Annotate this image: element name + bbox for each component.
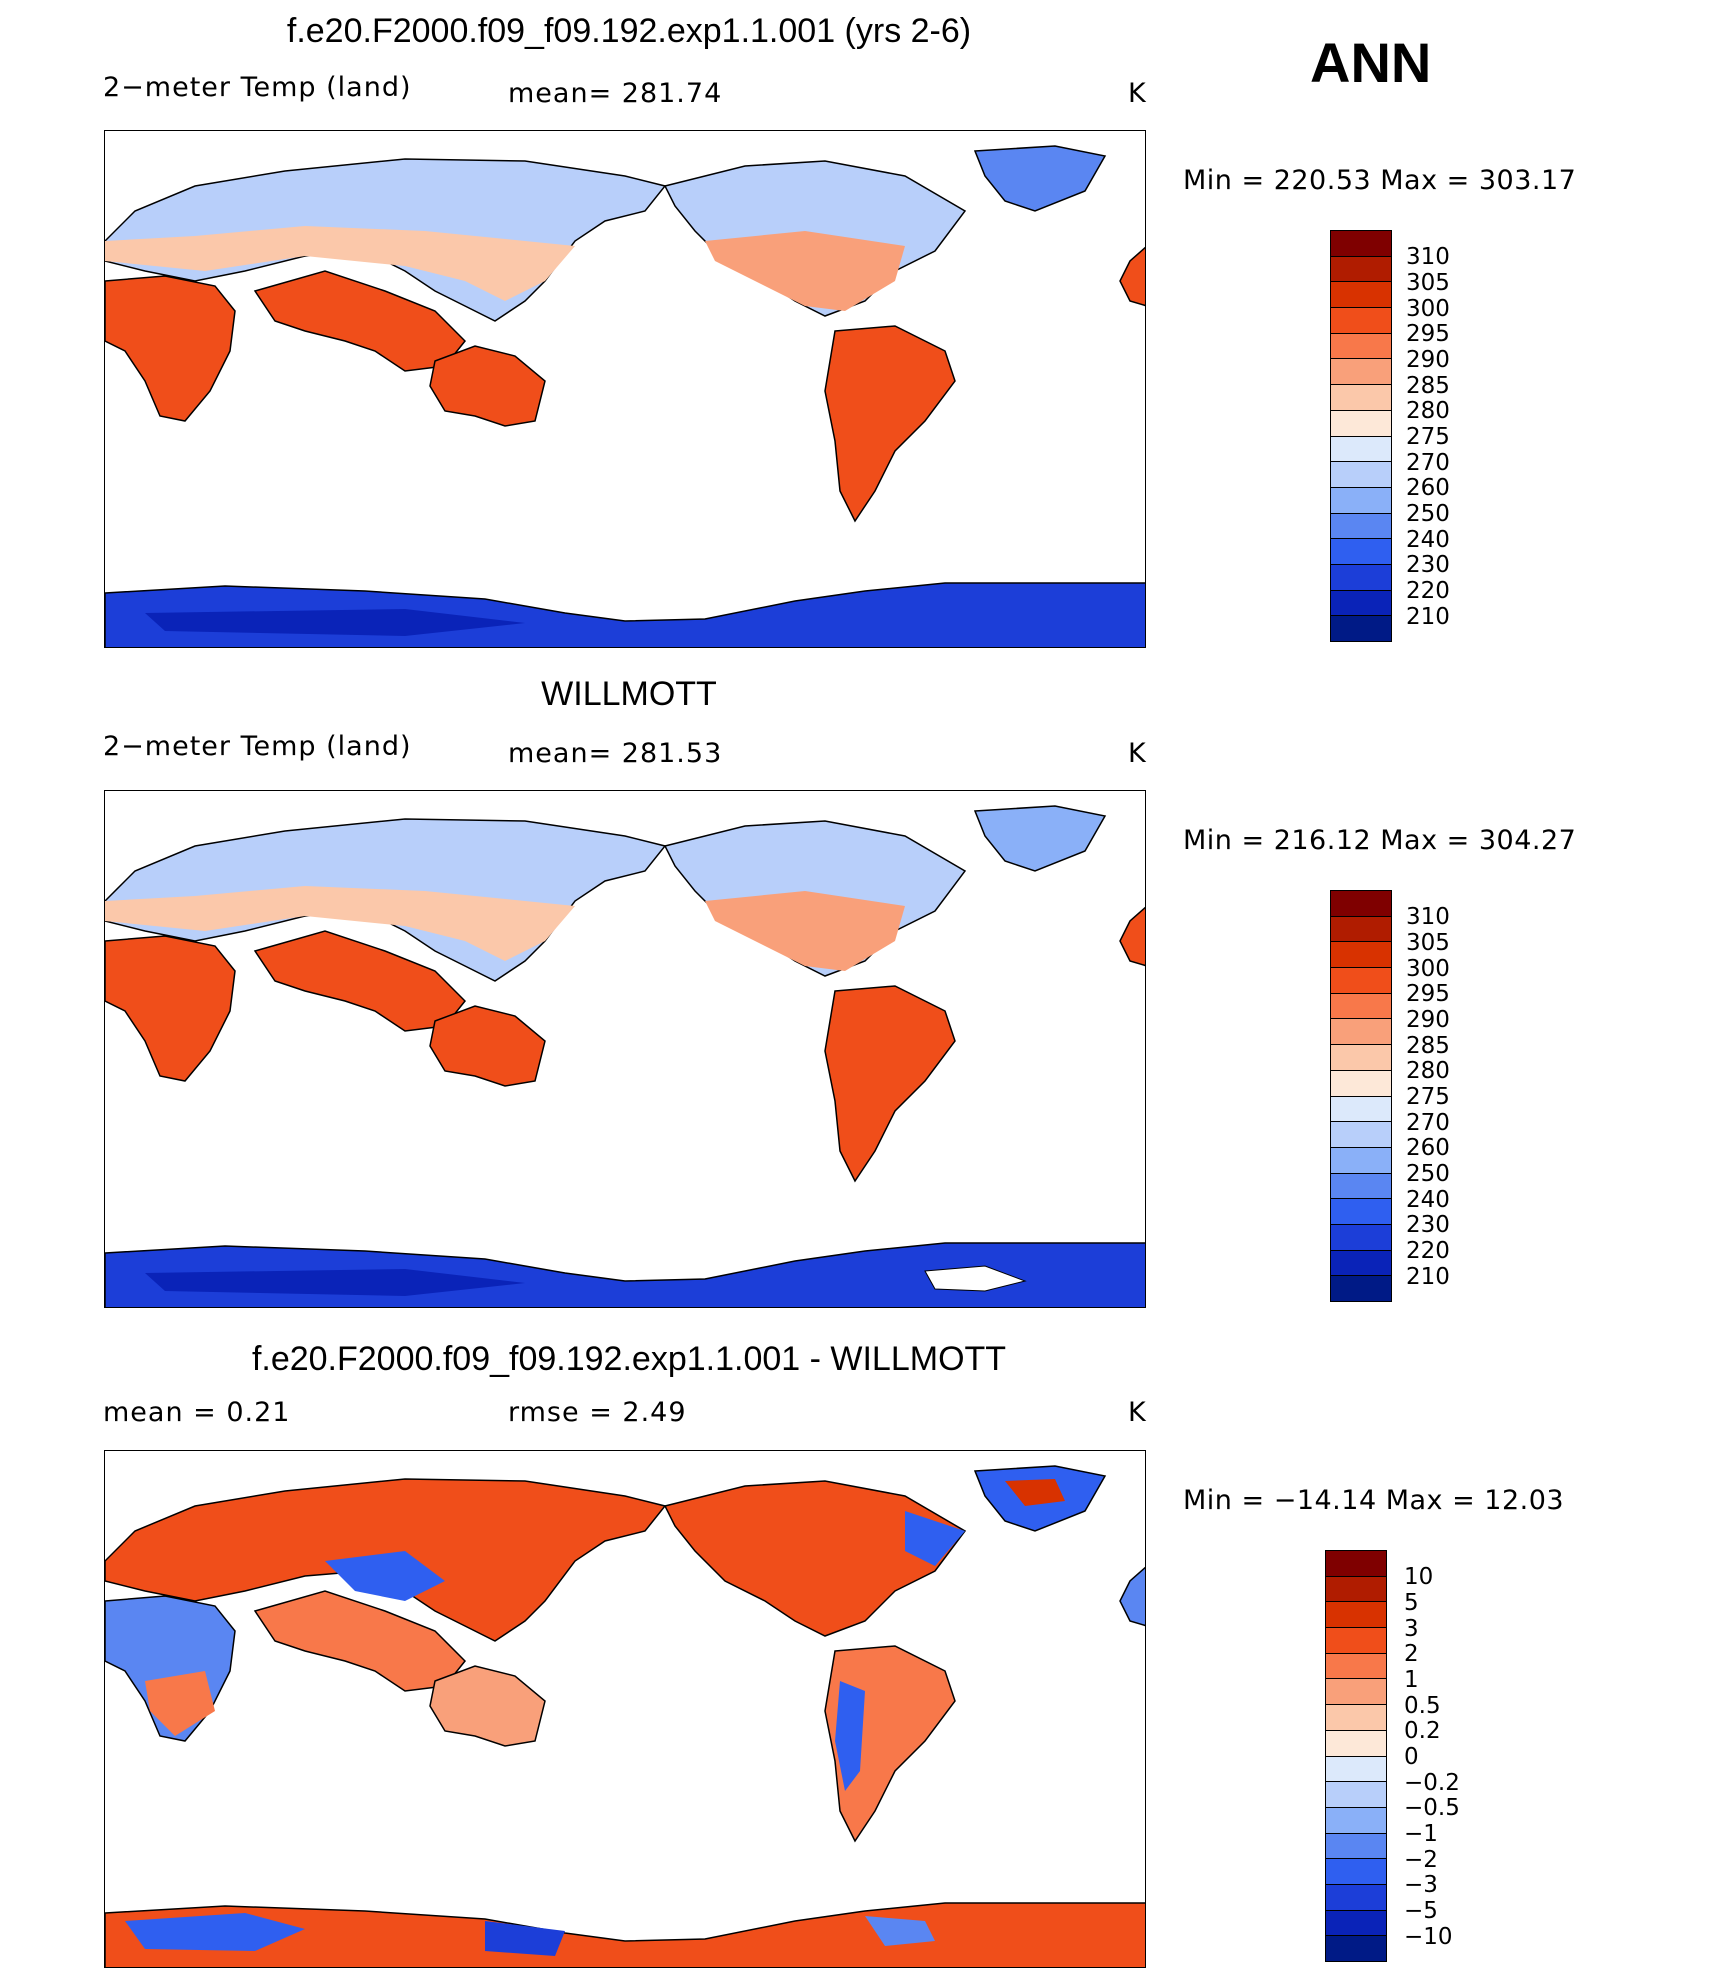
panel1-variable-label: 2−meter Temp (land) — [103, 72, 412, 103]
tick: 10 — [1404, 1564, 1434, 1590]
season-label: ANN — [1310, 31, 1432, 94]
panel1-map — [104, 130, 1146, 648]
tick: 230 — [1406, 552, 1450, 578]
africa-region — [105, 935, 236, 1082]
panel1-colorbar — [1330, 230, 1392, 642]
tick: −0.5 — [1404, 1795, 1460, 1821]
australia-region — [429, 1665, 546, 1747]
panel3-title: f.e20.F2000.f09_f09.192.exp1.1.001 - WIL… — [251, 1340, 1007, 1378]
tick: 250 — [1406, 501, 1450, 527]
panel2-mean-label: mean= 281.53 — [508, 738, 723, 769]
tick: 285 — [1406, 1033, 1450, 1059]
tick: 280 — [1406, 1058, 1450, 1084]
tick: 290 — [1406, 347, 1450, 373]
tick: −3 — [1404, 1872, 1438, 1898]
tick: −5 — [1404, 1898, 1438, 1924]
tick: 220 — [1406, 578, 1450, 604]
tick: 285 — [1406, 373, 1450, 399]
tick: 305 — [1406, 270, 1450, 296]
south-america-region — [824, 985, 956, 1183]
tick: 270 — [1406, 1110, 1450, 1136]
panel2-variable-label: 2−meter Temp (land) — [103, 731, 412, 762]
tick: 240 — [1406, 527, 1450, 553]
tick: 270 — [1406, 450, 1450, 476]
tick: 300 — [1406, 956, 1450, 982]
tick: 1 — [1404, 1667, 1419, 1693]
tick: 280 — [1406, 398, 1450, 424]
tick: 210 — [1406, 604, 1450, 630]
tick: 300 — [1406, 296, 1450, 322]
tick: 310 — [1406, 244, 1450, 270]
tick: 295 — [1406, 981, 1450, 1007]
tick: 220 — [1406, 1238, 1450, 1264]
panel1-map-plot — [105, 145, 1145, 647]
panel2-title: WILLMOTT — [541, 675, 717, 713]
tick: 275 — [1406, 1084, 1450, 1110]
panel2-minmax: Min = 216.12 Max = 304.27 — [1183, 825, 1577, 856]
panel3-mean-label: mean = 0.21 — [103, 1397, 291, 1428]
tick: 305 — [1406, 930, 1450, 956]
panel2-map-plot — [105, 805, 1145, 1307]
south-america-region — [824, 325, 956, 523]
tick: 0.2 — [1404, 1718, 1441, 1744]
tick: −0.2 — [1404, 1770, 1460, 1796]
greenland-region — [973, 805, 1107, 872]
australia-region — [429, 345, 546, 427]
tick: −10 — [1404, 1924, 1453, 1950]
panel1-minmax: Min = 220.53 Max = 303.17 — [1183, 165, 1577, 196]
panel3-map — [104, 1450, 1146, 1968]
tick: 260 — [1406, 475, 1450, 501]
greenland-region — [973, 145, 1107, 212]
tick: 260 — [1406, 1135, 1450, 1161]
tick: 310 — [1406, 904, 1450, 930]
panel1-unit-label: K — [1128, 78, 1146, 109]
tick: 210 — [1406, 1264, 1450, 1290]
tick: 250 — [1406, 1161, 1450, 1187]
tick: 290 — [1406, 1007, 1450, 1033]
panel3-rmse-label: rmse = 2.49 — [508, 1397, 687, 1428]
africa-region — [105, 275, 236, 422]
tick: 2 — [1404, 1641, 1419, 1667]
tick: −1 — [1404, 1821, 1438, 1847]
tick: −2 — [1404, 1847, 1438, 1873]
tick: 230 — [1406, 1212, 1450, 1238]
tick: 0.5 — [1404, 1693, 1441, 1719]
tick: 5 — [1404, 1590, 1419, 1616]
panel2-colorbar — [1330, 890, 1392, 1302]
panel3-minmax: Min = −14.14 Max = 12.03 — [1183, 1485, 1565, 1516]
tick: 295 — [1406, 321, 1450, 347]
panel1-title: f.e20.F2000.f09_f09.192.exp1.1.001 (yrs … — [286, 12, 972, 50]
tick: 275 — [1406, 424, 1450, 450]
tick: 0 — [1404, 1744, 1419, 1770]
tick: 240 — [1406, 1187, 1450, 1213]
panel3-map-plot — [105, 1465, 1145, 1967]
panel2-unit-label: K — [1128, 738, 1146, 769]
panel3-colorbar — [1325, 1550, 1387, 1962]
panel3-unit-label: K — [1128, 1397, 1146, 1428]
north-america-region — [663, 1480, 967, 1637]
panel2-map — [104, 790, 1146, 1308]
tick: 3 — [1404, 1616, 1419, 1642]
australia-region — [429, 1005, 546, 1087]
panel1-mean-label: mean= 281.74 — [508, 78, 723, 109]
